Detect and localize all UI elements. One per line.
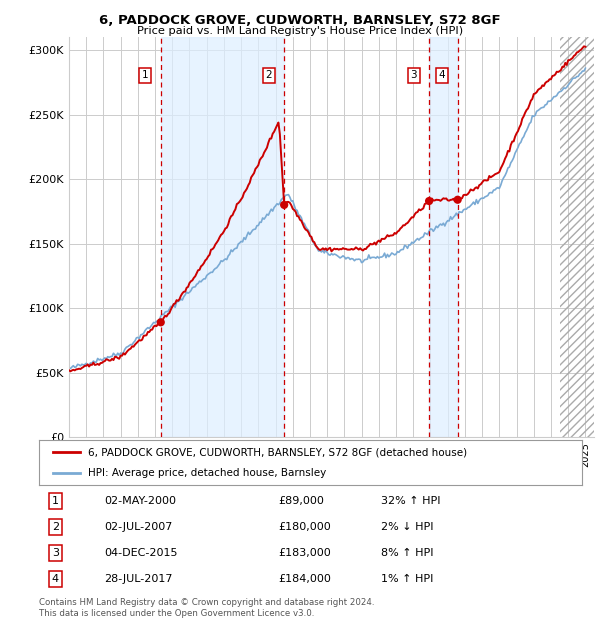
Bar [161, 37, 284, 437]
Bar [560, 37, 594, 437]
Text: £89,000: £89,000 [278, 496, 324, 506]
Text: 1: 1 [52, 496, 59, 506]
Text: 04-DEC-2015: 04-DEC-2015 [104, 548, 178, 558]
Text: 1: 1 [142, 70, 149, 80]
Text: 28-JUL-2017: 28-JUL-2017 [104, 574, 173, 584]
Text: 6, PADDOCK GROVE, CUDWORTH, BARNSLEY, S72 8GF: 6, PADDOCK GROVE, CUDWORTH, BARNSLEY, S7… [99, 14, 501, 27]
Text: Price paid vs. HM Land Registry's House Price Index (HPI): Price paid vs. HM Land Registry's House … [137, 26, 463, 36]
Text: 1% ↑ HPI: 1% ↑ HPI [381, 574, 433, 584]
Text: £184,000: £184,000 [278, 574, 331, 584]
Text: 6, PADDOCK GROVE, CUDWORTH, BARNSLEY, S72 8GF (detached house): 6, PADDOCK GROVE, CUDWORTH, BARNSLEY, S7… [88, 447, 467, 458]
Text: 2: 2 [52, 522, 59, 532]
Text: 3: 3 [410, 70, 417, 80]
Point [156, 317, 166, 327]
Text: HPI: Average price, detached house, Barnsley: HPI: Average price, detached house, Barn… [88, 467, 326, 478]
Text: 32% ↑ HPI: 32% ↑ HPI [381, 496, 440, 506]
Text: 8% ↑ HPI: 8% ↑ HPI [381, 548, 434, 558]
Text: 4: 4 [439, 70, 445, 80]
Bar [560, 37, 594, 437]
Text: Contains HM Land Registry data © Crown copyright and database right 2024.
This d: Contains HM Land Registry data © Crown c… [39, 598, 374, 618]
Text: £180,000: £180,000 [278, 522, 331, 532]
Text: 2: 2 [265, 70, 272, 80]
Point [453, 195, 463, 205]
Text: £183,000: £183,000 [278, 548, 331, 558]
Bar [429, 37, 458, 437]
Point [424, 196, 434, 206]
Point [280, 200, 289, 210]
Text: 02-JUL-2007: 02-JUL-2007 [104, 522, 173, 532]
Text: 2% ↓ HPI: 2% ↓ HPI [381, 522, 434, 532]
Text: 02-MAY-2000: 02-MAY-2000 [104, 496, 176, 506]
Text: 3: 3 [52, 548, 59, 558]
Text: 4: 4 [52, 574, 59, 584]
